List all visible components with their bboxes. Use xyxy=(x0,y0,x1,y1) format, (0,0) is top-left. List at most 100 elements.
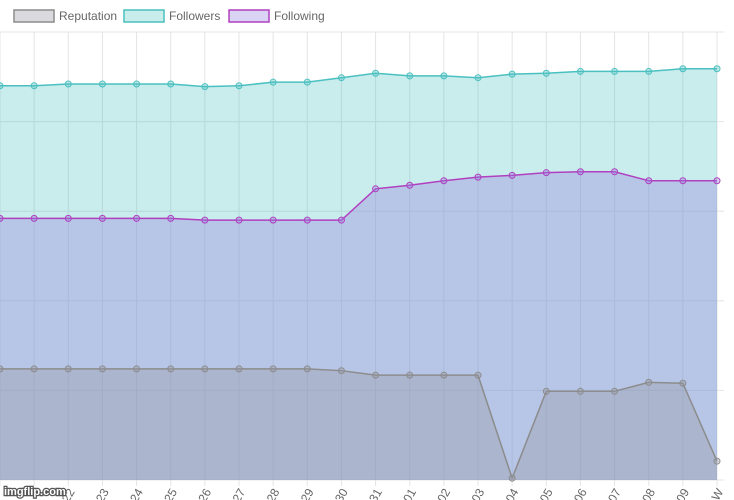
x-tick-label: 24 xyxy=(127,486,146,500)
x-tick-label: 29 xyxy=(298,486,317,500)
point xyxy=(30,365,38,373)
point xyxy=(713,177,721,185)
x-tick-label: 05 xyxy=(537,486,556,500)
x-tick-label: 28 xyxy=(264,486,283,500)
line xyxy=(0,171,717,221)
point xyxy=(0,365,4,373)
point xyxy=(269,78,277,86)
legend-label: Followers xyxy=(169,9,220,23)
point xyxy=(542,169,550,177)
point xyxy=(30,82,38,90)
area xyxy=(0,68,717,481)
point xyxy=(645,177,653,185)
point xyxy=(406,72,414,80)
point xyxy=(576,168,584,176)
x-tick-label: 23 xyxy=(93,486,112,500)
point xyxy=(542,387,550,395)
point xyxy=(440,72,448,80)
legend-swatch xyxy=(13,9,55,23)
point xyxy=(474,74,482,82)
point xyxy=(235,216,243,224)
area xyxy=(0,368,717,480)
point xyxy=(645,67,653,75)
point xyxy=(235,365,243,373)
legend-swatch xyxy=(123,9,165,23)
point xyxy=(64,214,72,222)
point xyxy=(303,365,311,373)
point xyxy=(713,457,721,465)
x-tick-label: 06 xyxy=(571,486,590,500)
x-tick-label: 08 xyxy=(639,486,658,500)
x-tick-label: 03 xyxy=(469,486,488,500)
point xyxy=(235,82,243,90)
point xyxy=(303,78,311,86)
x-tick-label: 30 xyxy=(332,486,351,500)
point xyxy=(30,214,38,222)
x-tick-label: W xyxy=(709,486,727,500)
point xyxy=(133,214,141,222)
legend-swatch xyxy=(228,9,270,23)
point xyxy=(406,371,414,379)
x-tick-label: 09 xyxy=(673,486,692,500)
point xyxy=(576,67,584,75)
point xyxy=(201,83,209,91)
point xyxy=(0,214,4,222)
point xyxy=(167,214,175,222)
point xyxy=(440,177,448,185)
legend-label: Reputation xyxy=(59,9,117,23)
point xyxy=(201,365,209,373)
point xyxy=(337,216,345,224)
point xyxy=(133,80,141,88)
point xyxy=(440,371,448,379)
point xyxy=(508,171,516,179)
x-tick-label: 02 xyxy=(434,486,453,500)
point xyxy=(645,378,653,386)
point xyxy=(679,177,687,185)
area xyxy=(0,171,717,480)
point xyxy=(508,474,516,482)
point xyxy=(269,216,277,224)
point xyxy=(269,365,277,373)
x-tick-label: 07 xyxy=(605,486,624,500)
point xyxy=(474,173,482,181)
point xyxy=(372,69,380,77)
point xyxy=(713,65,721,73)
point xyxy=(406,181,414,189)
plot: 22 23 24 25 26 27 28 29 30 31 01 02 03 04 05 06 07 08 09 W xyxy=(0,31,727,500)
point xyxy=(337,74,345,82)
point xyxy=(611,387,619,395)
x-tick-label: 27 xyxy=(230,486,249,500)
x-tick-label: 01 xyxy=(400,486,419,500)
x-tick-label: 04 xyxy=(503,486,522,500)
point xyxy=(98,365,106,373)
point xyxy=(508,70,516,78)
watermark: imgflip.com xyxy=(4,486,66,498)
point xyxy=(167,365,175,373)
point xyxy=(167,80,175,88)
point xyxy=(98,80,106,88)
point xyxy=(611,168,619,176)
line xyxy=(0,67,717,88)
point xyxy=(201,216,209,224)
point xyxy=(542,69,550,77)
point xyxy=(576,387,584,395)
legend-label: Following xyxy=(274,9,325,23)
line xyxy=(0,368,718,481)
point xyxy=(0,82,4,90)
point xyxy=(679,65,687,73)
point xyxy=(372,185,380,193)
point xyxy=(337,367,345,375)
point xyxy=(133,365,141,373)
point xyxy=(474,371,482,379)
point xyxy=(64,365,72,373)
x-tick-label: 31 xyxy=(366,486,385,500)
point xyxy=(303,216,311,224)
point xyxy=(679,379,687,387)
point xyxy=(98,214,106,222)
x-tick-label: 26 xyxy=(195,486,214,500)
x-tick-label: 25 xyxy=(161,486,180,500)
point xyxy=(611,67,619,75)
point xyxy=(372,371,380,379)
point xyxy=(64,80,72,88)
